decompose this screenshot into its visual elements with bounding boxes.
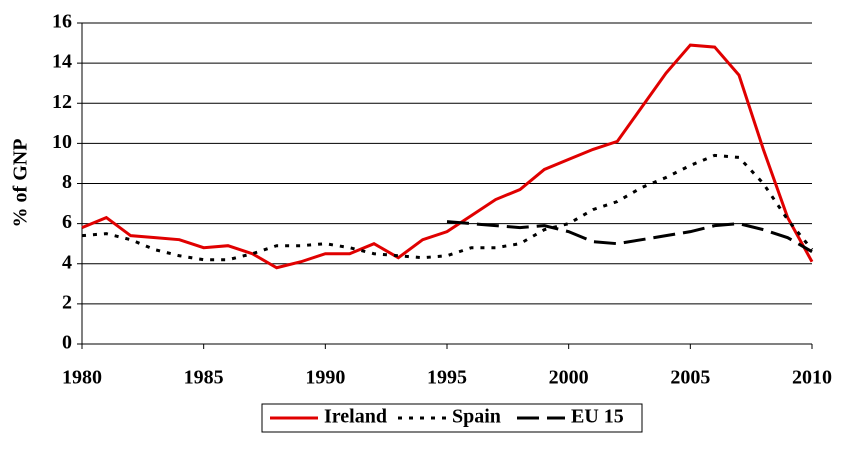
- legend-label: Ireland: [324, 406, 387, 428]
- x-tick-label: 1985: [184, 367, 224, 389]
- x-tick-label: 1980: [62, 367, 102, 389]
- y-tick-label: 0: [62, 332, 72, 354]
- x-tick-label: 2000: [549, 367, 589, 389]
- series-line: [446, 220, 813, 254]
- x-tick-label: 1995: [427, 367, 467, 389]
- y-tick-label: 10: [52, 131, 72, 153]
- y-tick-label: 8: [62, 171, 72, 193]
- y-tick-label: 6: [62, 211, 72, 233]
- y-tick-label: 14: [52, 51, 72, 73]
- y-tick-label: 16: [52, 11, 72, 33]
- legend-label: Spain: [452, 406, 501, 428]
- legend-label: EU 15: [571, 406, 624, 428]
- y-tick-label: 12: [52, 91, 72, 113]
- legend-box: [261, 403, 643, 433]
- y-axis-label: % of GNP: [10, 139, 32, 228]
- x-tick-label: 2005: [670, 367, 710, 389]
- y-tick-label: 4: [62, 251, 72, 273]
- x-tick-label: 1990: [305, 367, 345, 389]
- series-line: [81, 43, 814, 270]
- x-tick-label: 2010: [792, 367, 832, 389]
- y-tick-label: 2: [62, 291, 72, 313]
